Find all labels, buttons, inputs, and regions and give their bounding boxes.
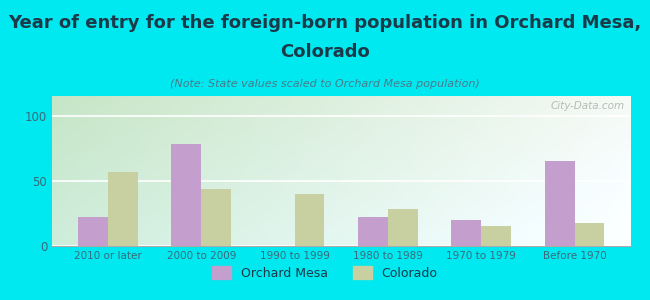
Text: City-Data.com: City-Data.com (551, 100, 625, 110)
Bar (358, 217, 388, 246)
Bar (388, 209, 418, 246)
Bar (481, 226, 511, 246)
Bar (545, 161, 575, 246)
Bar (451, 220, 481, 246)
Bar (294, 194, 324, 246)
Text: Year of entry for the foreign-born population in Orchard Mesa,: Year of entry for the foreign-born popul… (8, 14, 642, 32)
Bar (202, 189, 231, 246)
Legend: Orchard Mesa, Colorado: Orchard Mesa, Colorado (207, 261, 443, 285)
Text: (Note: State values scaled to Orchard Mesa population): (Note: State values scaled to Orchard Me… (170, 79, 480, 89)
Bar (108, 172, 138, 246)
Bar (78, 217, 108, 246)
Bar (575, 223, 604, 246)
Text: Colorado: Colorado (280, 43, 370, 61)
Bar (172, 144, 202, 246)
